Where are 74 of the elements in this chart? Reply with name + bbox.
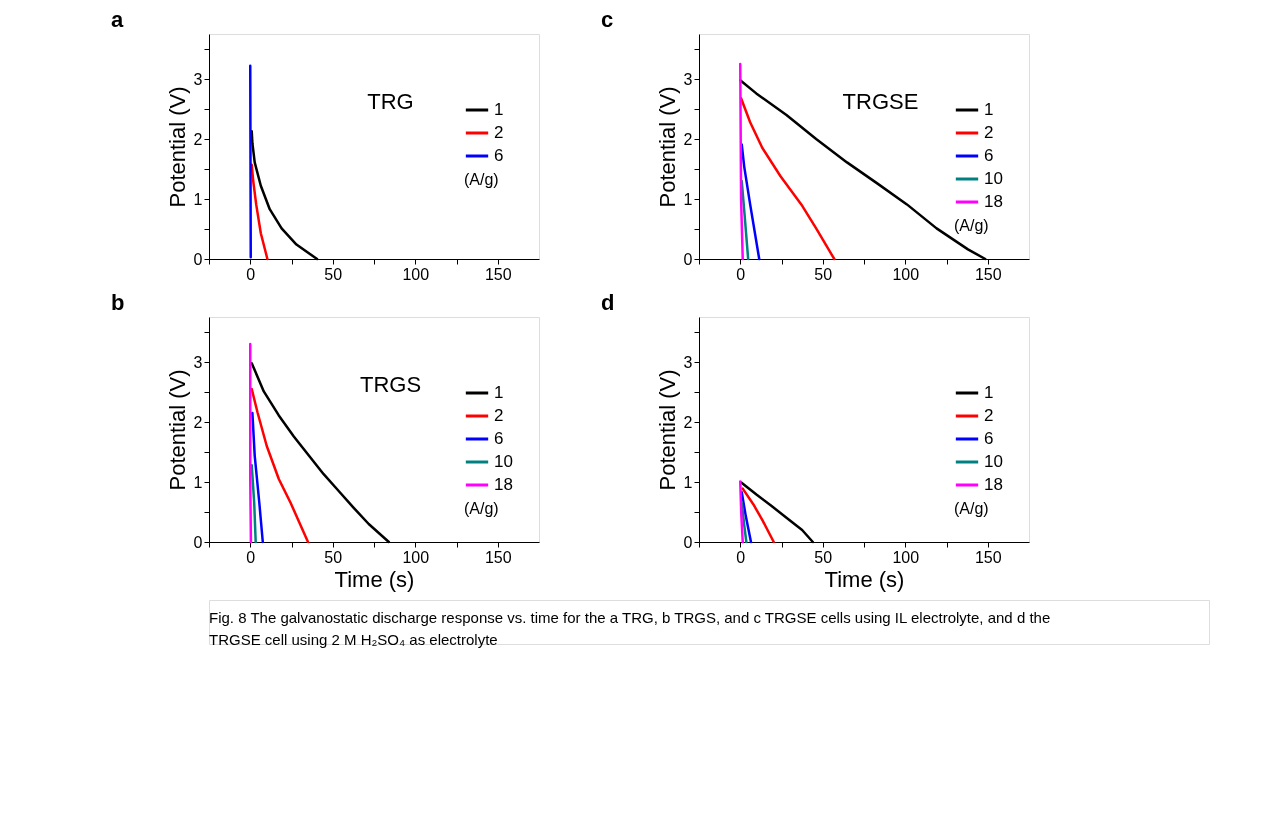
legend-label: 18 <box>494 475 513 494</box>
y-tick-label: 3 <box>683 353 693 371</box>
y-tick-label: 2 <box>193 413 203 431</box>
x-tick-label: 0 <box>246 548 256 566</box>
y-tick-label: 0 <box>683 533 693 551</box>
legend-label: 1 <box>494 383 504 402</box>
x-axis-title: Time (s) <box>334 566 415 592</box>
y-axis-title: Potential (V) <box>164 86 190 208</box>
y-tick-label: 0 <box>193 250 203 268</box>
legend-label: 6 <box>494 146 504 165</box>
y-tick-label: 1 <box>683 473 693 491</box>
legend-label: 10 <box>494 452 513 471</box>
y-tick-label: 0 <box>193 533 203 551</box>
x-tick-label: 100 <box>402 548 430 566</box>
line-series <box>251 411 265 544</box>
x-tick-label: 0 <box>246 265 256 283</box>
chart-title: d <box>601 290 615 315</box>
y-tick-label: 0 <box>683 250 693 268</box>
line-series <box>250 387 310 544</box>
y-tick-label: 3 <box>683 70 693 88</box>
legend-title: (A/g) <box>464 171 499 188</box>
legend-label: 10 <box>984 169 1003 188</box>
x-tick-label: 50 <box>814 548 833 566</box>
legend-label: 2 <box>984 406 994 425</box>
legend-label: 1 <box>494 100 504 119</box>
y-tick-label: 2 <box>683 130 693 148</box>
legend-title: (A/g) <box>954 217 989 234</box>
x-tick-label: 150 <box>484 265 512 283</box>
x-tick-label: 150 <box>484 548 512 566</box>
x-tick-label: 100 <box>402 265 430 283</box>
legend-label: 1 <box>984 383 994 402</box>
y-tick-label: 3 <box>193 353 203 371</box>
annotation: TRG <box>367 88 414 114</box>
legend-label: 18 <box>984 192 1003 211</box>
y-tick-label: 2 <box>683 413 693 431</box>
y-tick-label: 2 <box>193 130 203 148</box>
line-series <box>739 96 836 261</box>
legend-label: 18 <box>984 475 1003 494</box>
caption: Fig. 8 The galvanostatic discharge response vs. time for the a TRG, b TRGS, and c TRGSE cells using IL electrolyte, and d the TRGSE cell using 2 M H₂SO₄ as electrolyte <box>209 609 1051 648</box>
y-axis-title: Potential (V) <box>654 369 680 491</box>
line-series <box>250 163 269 261</box>
x-tick-label: 0 <box>736 548 746 566</box>
x-axis-title: Time (s) <box>824 566 905 592</box>
y-tick-label: 1 <box>193 190 203 208</box>
chart-title: c <box>601 7 614 32</box>
annotation: TRGSE <box>842 88 919 114</box>
legend-label: 6 <box>494 429 504 448</box>
y-tick-label: 1 <box>683 190 693 208</box>
legend-label: 1 <box>984 100 994 119</box>
line-series <box>741 487 775 544</box>
legend-label: 2 <box>494 406 504 425</box>
legend-label: 2 <box>984 123 994 142</box>
y-tick-label: 3 <box>193 70 203 88</box>
legend-title: (A/g) <box>954 500 989 517</box>
chart-title: b <box>111 290 125 315</box>
y-axis-title: Potential (V) <box>164 369 190 491</box>
y-axis-title: Potential (V) <box>654 86 680 208</box>
y-tick-label: 1 <box>193 473 203 491</box>
x-tick-label: 50 <box>324 265 343 283</box>
annotation: TRGS <box>359 371 422 397</box>
x-tick-label: 0 <box>736 265 746 283</box>
x-tick-label: 50 <box>324 548 343 566</box>
legend-label: 10 <box>984 452 1003 471</box>
x-tick-label: 50 <box>814 265 833 283</box>
legend-label: 6 <box>984 429 994 448</box>
chart-title: a <box>111 7 125 32</box>
legend-title: (A/g) <box>464 500 499 517</box>
x-tick-label: 100 <box>892 265 920 283</box>
legend-label: 6 <box>984 146 994 165</box>
x-tick-label: 150 <box>974 265 1002 283</box>
x-tick-label: 100 <box>892 548 920 566</box>
line-series <box>740 143 761 261</box>
legend-label: 2 <box>494 123 504 142</box>
x-tick-label: 150 <box>974 548 1002 566</box>
